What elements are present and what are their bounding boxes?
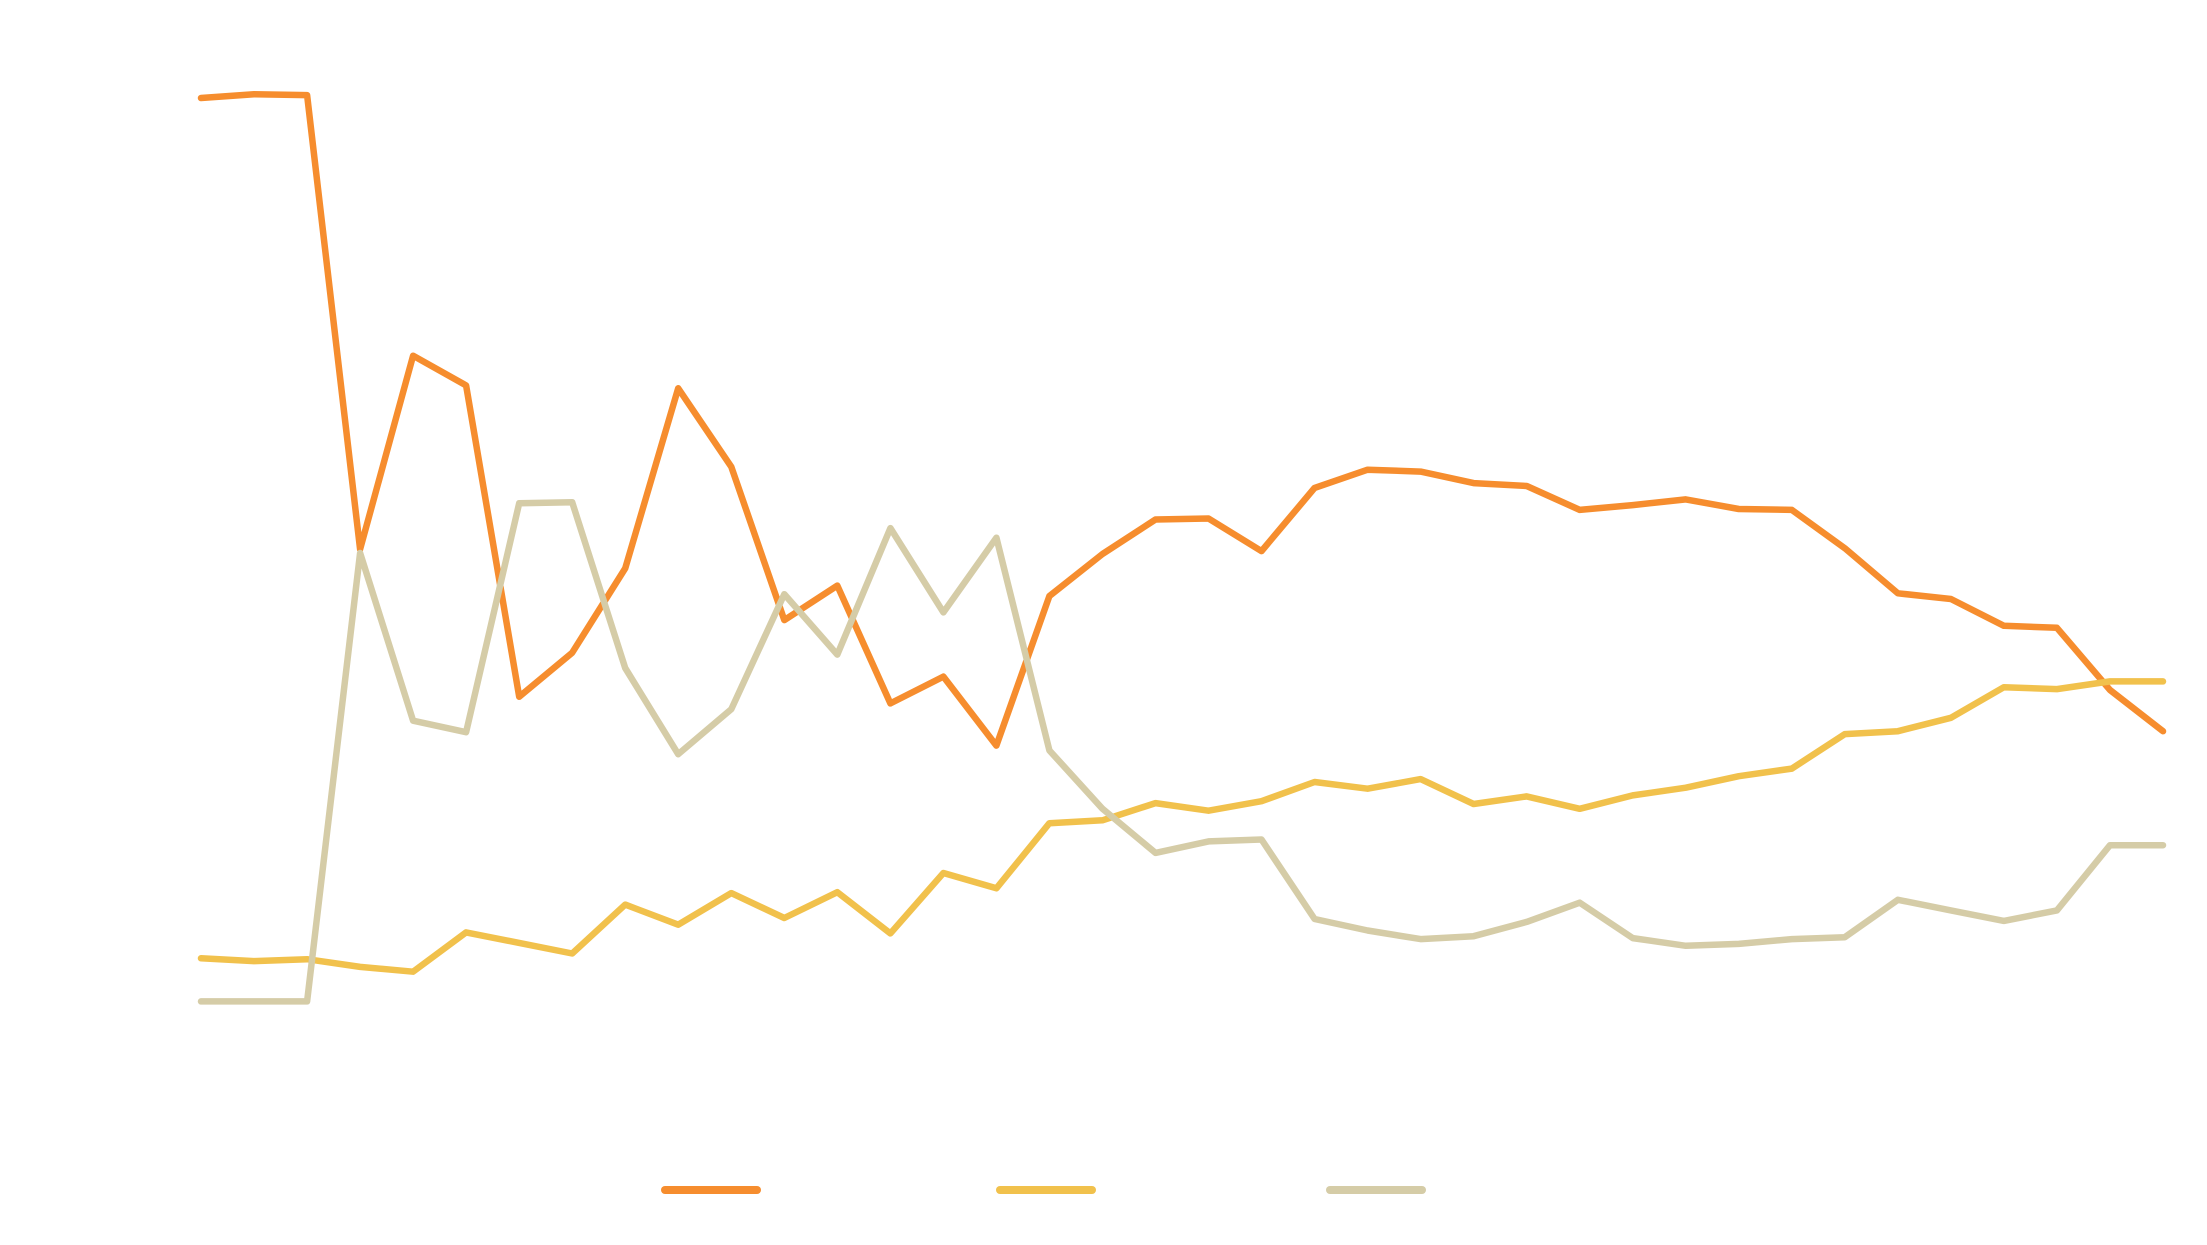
series-line-2 <box>197 678 2167 975</box>
plot-area <box>197 90 2167 1005</box>
series-line-1 <box>197 90 2167 749</box>
series-line-3 <box>197 499 2167 1005</box>
